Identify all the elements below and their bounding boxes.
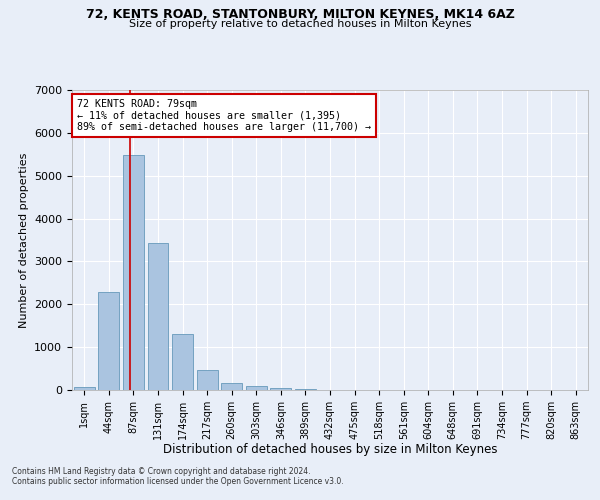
Y-axis label: Number of detached properties: Number of detached properties: [19, 152, 29, 328]
Bar: [74, 386, 95, 390]
Text: Size of property relative to detached houses in Milton Keynes: Size of property relative to detached ho…: [129, 19, 471, 29]
Bar: [123, 155, 144, 390]
Bar: [148, 243, 169, 390]
Bar: [295, 388, 316, 390]
Bar: [98, 292, 119, 390]
Text: Contains HM Land Registry data © Crown copyright and database right 2024.: Contains HM Land Registry data © Crown c…: [12, 467, 311, 476]
Bar: [246, 386, 267, 390]
Text: Distribution of detached houses by size in Milton Keynes: Distribution of detached houses by size …: [163, 442, 497, 456]
Bar: [271, 388, 292, 390]
Bar: [172, 334, 193, 390]
Bar: [197, 370, 218, 390]
Text: Contains public sector information licensed under the Open Government Licence v3: Contains public sector information licen…: [12, 477, 344, 486]
Text: 72, KENTS ROAD, STANTONBURY, MILTON KEYNES, MK14 6AZ: 72, KENTS ROAD, STANTONBURY, MILTON KEYN…: [86, 8, 514, 20]
Bar: [221, 384, 242, 390]
Text: 72 KENTS ROAD: 79sqm
← 11% of detached houses are smaller (1,395)
89% of semi-de: 72 KENTS ROAD: 79sqm ← 11% of detached h…: [77, 99, 371, 132]
